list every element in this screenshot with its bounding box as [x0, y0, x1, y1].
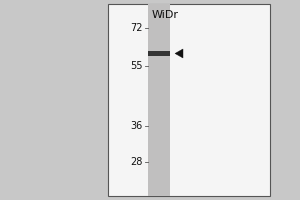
Text: WiDr: WiDr: [152, 10, 178, 20]
Bar: [148, 51, 170, 56]
Polygon shape: [175, 49, 183, 58]
Bar: [108, 4, 270, 196]
Text: 28: 28: [130, 157, 143, 167]
Text: 72: 72: [130, 23, 143, 33]
Text: 55: 55: [130, 61, 143, 71]
Text: 36: 36: [131, 121, 143, 131]
Bar: [148, 4, 170, 196]
